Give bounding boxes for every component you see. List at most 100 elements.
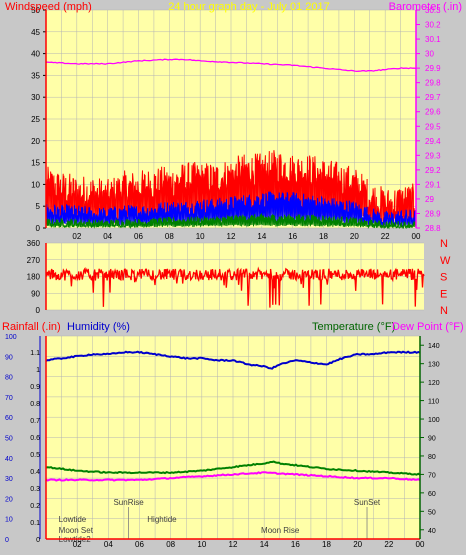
- barometer-tick-label: 29.9: [425, 64, 441, 73]
- windspeed-axis-label: Windspeed (mph): [5, 1, 92, 13]
- time-tick-label: 10: [197, 540, 206, 549]
- barometer-tick-label: 29.8: [425, 79, 441, 88]
- rainfall-tick-label: 1.1: [30, 350, 40, 357]
- windspeed-tick-label: 5: [36, 202, 41, 211]
- time-tick-label: 00: [416, 540, 425, 549]
- humidity-tick-label: 10: [5, 517, 13, 524]
- windspeed-tick-label: 25: [31, 115, 40, 124]
- barometer-tick-label: 28.9: [425, 209, 441, 218]
- windspeed-tick-label: 35: [31, 71, 40, 80]
- humidity-tick-label: 30: [5, 476, 13, 483]
- temperature-axis-label: Temperature (°F): [312, 321, 395, 333]
- windspeed-tick-label: 15: [31, 159, 40, 168]
- barometer-tick-label: 29.5: [425, 122, 441, 131]
- humidity-line: [45, 350, 421, 370]
- rainfall-axis-label: Rainfall (.in): [2, 321, 61, 333]
- event-label: Moon Set: [59, 526, 94, 535]
- time-tick-label: 02: [72, 232, 81, 241]
- rainfall-tick-label: 0.6: [30, 435, 40, 442]
- humidity-tick-label: 40: [5, 456, 13, 463]
- windspeed-tick-label: 50: [31, 6, 40, 15]
- panel1-axes: 0 5 10 15 20 25 30 35 40 45 50 28.8 28.9 29 29.1 29.2 29…: [31, 6, 441, 241]
- barometer-tick-label: 29.4: [425, 137, 441, 146]
- panel1-series: [45, 58, 417, 230]
- temperature-line: [45, 460, 421, 476]
- compass-label: E: [440, 288, 447, 300]
- temperature-tick-label: 80: [428, 454, 436, 461]
- time-tick-label: 08: [165, 232, 174, 241]
- rainfall-tick-label: 0.3: [30, 486, 40, 493]
- barometer-tick-label: 30: [425, 50, 434, 59]
- event-label: Moon Rise: [261, 526, 300, 535]
- direction-tick-label: 90: [31, 289, 40, 298]
- windspeed-min-line: [45, 212, 417, 230]
- direction-tick-label: 0: [36, 306, 41, 315]
- barometer-tick-label: 29.3: [425, 151, 441, 160]
- direction-tick-label: 270: [27, 256, 41, 265]
- windspeed-tick-label: 0: [36, 224, 41, 233]
- time-tick-label: 16: [288, 232, 297, 241]
- rainfall-tick-label: 0.4: [30, 469, 40, 476]
- time-tick-label: 02: [73, 540, 82, 549]
- time-tick-label: 18: [319, 232, 328, 241]
- barometer-tick-label: 29.2: [425, 166, 441, 175]
- direction-tick-label: 180: [27, 273, 41, 282]
- time-tick-label: 14: [260, 540, 269, 549]
- time-tick-label: 16: [291, 540, 300, 549]
- rainfall-tick-label: 0.8: [30, 401, 40, 408]
- time-tick-label: 22: [384, 540, 393, 549]
- time-tick-label: 18: [322, 540, 331, 549]
- time-tick-label: 04: [104, 540, 113, 549]
- barometer-axis-label: Barometer (.in): [389, 1, 462, 13]
- compass-label: N: [440, 305, 448, 317]
- dewpoint-axis-label: Dew Point (°F): [392, 321, 464, 333]
- time-tick-label: 10: [196, 232, 205, 241]
- chart-title: 24 hour graph day - July 01 2017: [168, 1, 329, 13]
- barometer-line: [46, 58, 417, 73]
- windspeed-tick-label: 45: [31, 28, 40, 37]
- time-tick-label: 12: [227, 232, 236, 241]
- temperature-tick-label: 100: [428, 417, 440, 424]
- rainfall-tick-label: 0.1: [30, 520, 40, 527]
- temperature-tick-label: 50: [428, 509, 436, 516]
- time-tick-label: 22: [381, 232, 390, 241]
- barometer-tick-label: 30.2: [425, 21, 441, 30]
- wind-direction-line: [45, 266, 425, 308]
- time-tick-label: 20: [350, 232, 359, 241]
- humidity-tick-label: 60: [5, 415, 13, 422]
- rainfall-tick-label: 0: [36, 537, 40, 544]
- compass-label: W: [440, 255, 451, 267]
- humidity-tick-label: 70: [5, 395, 13, 402]
- event-label: SunSet: [354, 498, 381, 507]
- barometer-tick-label: 29.7: [425, 93, 441, 102]
- temperature-tick-label: 130: [428, 362, 440, 369]
- rainfall-tick-label: 0.5: [30, 452, 40, 459]
- temperature-tick-label: 110: [428, 399, 439, 406]
- humidity-tick-label: 50: [5, 436, 13, 443]
- event-label: Lowtide: [59, 515, 87, 524]
- time-tick-label: 08: [166, 540, 175, 549]
- panel2-axes: 0 90 180 270 360: [27, 239, 47, 315]
- windspeed-max-line: [45, 150, 417, 226]
- windspeed-avg-line: [45, 191, 417, 228]
- humidity-tick-label: 80: [5, 375, 13, 382]
- barometer-tick-label: 30.3: [425, 6, 441, 15]
- temperature-tick-label: 140: [428, 343, 440, 350]
- direction-tick-label: 360: [27, 239, 41, 248]
- time-tick-label: 06: [135, 540, 144, 549]
- panel2-series: [45, 266, 425, 308]
- temperature-tick-label: 60: [428, 491, 436, 498]
- barometer-tick-label: 30.1: [425, 35, 441, 44]
- humidity-tick-label: 0: [5, 537, 9, 544]
- rainfall-tick-label: 0.9: [30, 384, 40, 391]
- temperature-tick-label: 40: [428, 528, 436, 535]
- rainfall-tick-label: 0.2: [30, 503, 40, 510]
- rainfall-tick-label: 1: [36, 367, 40, 374]
- humidity-tick-label: 20: [5, 496, 13, 503]
- time-tick-label: 06: [134, 232, 143, 241]
- event-label: Hightide: [147, 515, 177, 524]
- time-tick-label: 04: [103, 232, 112, 241]
